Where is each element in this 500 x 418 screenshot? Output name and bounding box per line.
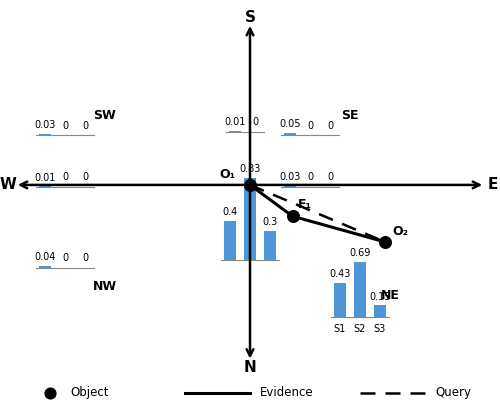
Text: 0: 0 <box>82 121 88 131</box>
Text: SE: SE <box>341 109 359 122</box>
Text: NW: NW <box>93 280 117 293</box>
Text: O₁: O₁ <box>219 168 235 181</box>
Bar <box>284 186 296 187</box>
Text: S1: S1 <box>334 324 346 334</box>
Bar <box>264 231 276 260</box>
Bar <box>354 262 366 317</box>
Bar <box>39 266 52 268</box>
Text: 0.43: 0.43 <box>330 269 350 279</box>
Text: 0.15: 0.15 <box>369 291 391 301</box>
Bar <box>39 134 52 135</box>
Text: S3: S3 <box>374 324 386 334</box>
Text: S: S <box>244 10 256 25</box>
Text: NE: NE <box>380 289 400 302</box>
Text: SW: SW <box>94 109 116 122</box>
Bar <box>374 305 386 317</box>
Text: 0: 0 <box>327 172 333 182</box>
Text: N: N <box>244 359 256 375</box>
Text: 0: 0 <box>82 172 88 182</box>
Text: 0.69: 0.69 <box>350 248 370 258</box>
Text: 0.01: 0.01 <box>224 117 246 127</box>
Point <box>46 390 54 396</box>
Text: Query: Query <box>435 386 471 399</box>
Text: 0: 0 <box>252 117 258 127</box>
Text: 0.83: 0.83 <box>240 164 260 174</box>
Text: O₂: O₂ <box>392 225 408 238</box>
Text: 0.3: 0.3 <box>262 217 278 227</box>
Text: 0.4: 0.4 <box>222 207 238 217</box>
Text: 0: 0 <box>307 121 313 131</box>
Bar <box>224 221 236 260</box>
Text: 0: 0 <box>62 253 68 263</box>
Text: Evidence: Evidence <box>260 386 314 399</box>
Text: 0: 0 <box>307 172 313 182</box>
Text: F₁: F₁ <box>298 198 312 211</box>
Text: 0.03: 0.03 <box>34 120 56 130</box>
Text: 0: 0 <box>62 172 68 182</box>
Text: 0.04: 0.04 <box>34 252 56 262</box>
Text: 0.01: 0.01 <box>34 173 56 183</box>
Text: S2: S2 <box>354 324 366 334</box>
Text: E: E <box>488 177 498 192</box>
Bar <box>334 283 346 317</box>
Bar <box>244 178 256 260</box>
Text: 0: 0 <box>82 253 88 263</box>
Point <box>381 239 389 245</box>
Text: 0.05: 0.05 <box>279 120 301 130</box>
Text: 0: 0 <box>327 121 333 131</box>
Point <box>288 213 296 219</box>
Text: Object: Object <box>70 386 108 399</box>
Bar <box>39 186 52 187</box>
Bar <box>228 131 241 132</box>
Point <box>246 181 254 188</box>
Bar <box>284 133 296 135</box>
Text: W: W <box>0 177 16 192</box>
Text: 0: 0 <box>62 121 68 131</box>
Text: 0.03: 0.03 <box>280 172 300 182</box>
